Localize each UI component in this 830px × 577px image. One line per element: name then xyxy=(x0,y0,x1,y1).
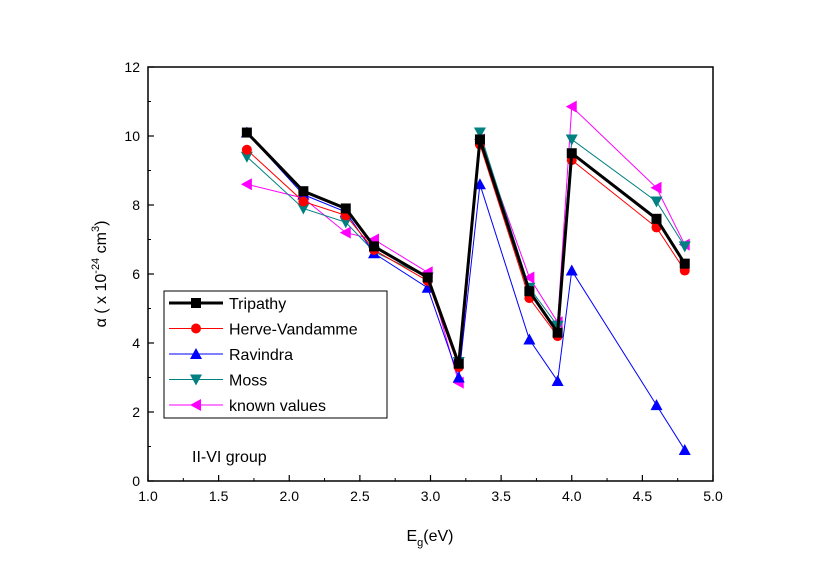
legend-label: known values xyxy=(229,398,326,415)
data-point xyxy=(422,272,433,283)
x-tick-label: 4.5 xyxy=(633,488,653,504)
series-line xyxy=(245,131,687,365)
legend-item: Ravindra xyxy=(169,347,293,364)
legend-label: Ravindra xyxy=(229,347,293,364)
legend-item: Herve-Vandamme xyxy=(169,322,358,339)
legend-item: known values xyxy=(169,398,326,415)
y-axis-title-exp1: -24 xyxy=(90,258,102,274)
data-point xyxy=(679,258,690,269)
data-point xyxy=(240,178,252,191)
data-point xyxy=(524,286,535,297)
series-line xyxy=(246,132,686,451)
legend-items: Tripathy Herve-Vandamme Ravindra Moss known … xyxy=(169,296,358,415)
y-axis-title-suffix: ) xyxy=(93,221,110,226)
data-point xyxy=(474,134,485,145)
data-point xyxy=(453,358,464,369)
legend-marker xyxy=(191,298,201,308)
data-point xyxy=(523,271,535,284)
y-axis-title-mid: cm xyxy=(93,232,110,258)
data-point xyxy=(523,333,536,345)
legend-label: Tripathy xyxy=(229,296,286,313)
legend-marker xyxy=(191,323,201,334)
x-axis-title: Eg(eV) xyxy=(406,528,453,549)
legend-marker xyxy=(190,348,202,359)
data-point xyxy=(678,443,691,455)
legend-marker xyxy=(190,374,202,386)
annotation-label: II-VI group xyxy=(192,449,267,466)
x-axis-title-sub: g xyxy=(417,537,423,549)
series-layer xyxy=(240,100,691,455)
data-point xyxy=(551,374,564,386)
y-axis-title-prefix: α ( x 10 xyxy=(93,274,110,328)
data-point xyxy=(298,186,309,197)
data-point xyxy=(369,241,379,252)
data-point xyxy=(240,151,253,163)
y-tick-label: 10 xyxy=(124,128,140,144)
x-tick-label: 3.5 xyxy=(491,488,511,504)
data-point xyxy=(650,196,663,208)
data-point xyxy=(241,127,252,138)
data-point xyxy=(298,196,309,207)
y-tick-label: 12 xyxy=(124,59,140,75)
y-tick-label: 4 xyxy=(132,335,140,351)
x-tick-label: 1.5 xyxy=(209,488,229,504)
x-tick-label: 5.0 xyxy=(703,488,723,504)
x-axis-title-main: E xyxy=(406,528,417,545)
x-tick-label: 4.0 xyxy=(562,488,582,504)
data-point xyxy=(650,399,663,411)
data-point xyxy=(650,181,662,194)
y-tick-label: 2 xyxy=(132,404,140,420)
series-tripathy xyxy=(241,127,690,369)
x-tick-label: 3.0 xyxy=(421,488,441,504)
data-point xyxy=(565,100,577,113)
data-point xyxy=(566,148,577,159)
y-tick-label: 8 xyxy=(132,197,140,213)
legend-item: Tripathy xyxy=(169,296,286,313)
legend-label: Herve-Vandamme xyxy=(229,322,358,339)
data-point xyxy=(552,327,563,338)
y-axis-title-exp2: 3 xyxy=(90,226,102,232)
data-point xyxy=(241,144,252,155)
data-point xyxy=(565,264,578,276)
data-point xyxy=(340,203,351,214)
x-tick-label: 1.0 xyxy=(138,488,158,504)
x-tick-label: 2.5 xyxy=(350,488,370,504)
x-tick-label: 2.0 xyxy=(280,488,300,504)
data-point xyxy=(473,127,486,139)
data-point xyxy=(651,213,662,224)
legend-label: Moss xyxy=(229,373,267,390)
legend: Tripathy Herve-Vandamme Ravindra Moss known … xyxy=(163,290,388,419)
data-point xyxy=(678,241,691,253)
x-axis-title-suffix: (eV) xyxy=(423,528,453,545)
legend-item: Moss xyxy=(169,373,267,390)
data-point xyxy=(565,134,578,146)
y-tick-label: 6 xyxy=(132,266,140,282)
y-tick-label: 0 xyxy=(132,473,140,489)
y-axis-title: α ( x 10-24 cm3) xyxy=(90,221,110,328)
ticks-layer: 1.0 1.5 2.0 2.5 3.0 3.5 4.0 4.5 5.0 0 2 4 6 8 10 12 xyxy=(124,59,723,504)
data-point xyxy=(339,226,351,239)
data-point xyxy=(339,217,352,229)
legend-marker xyxy=(190,399,201,411)
data-point xyxy=(297,203,310,215)
data-point xyxy=(452,371,465,383)
